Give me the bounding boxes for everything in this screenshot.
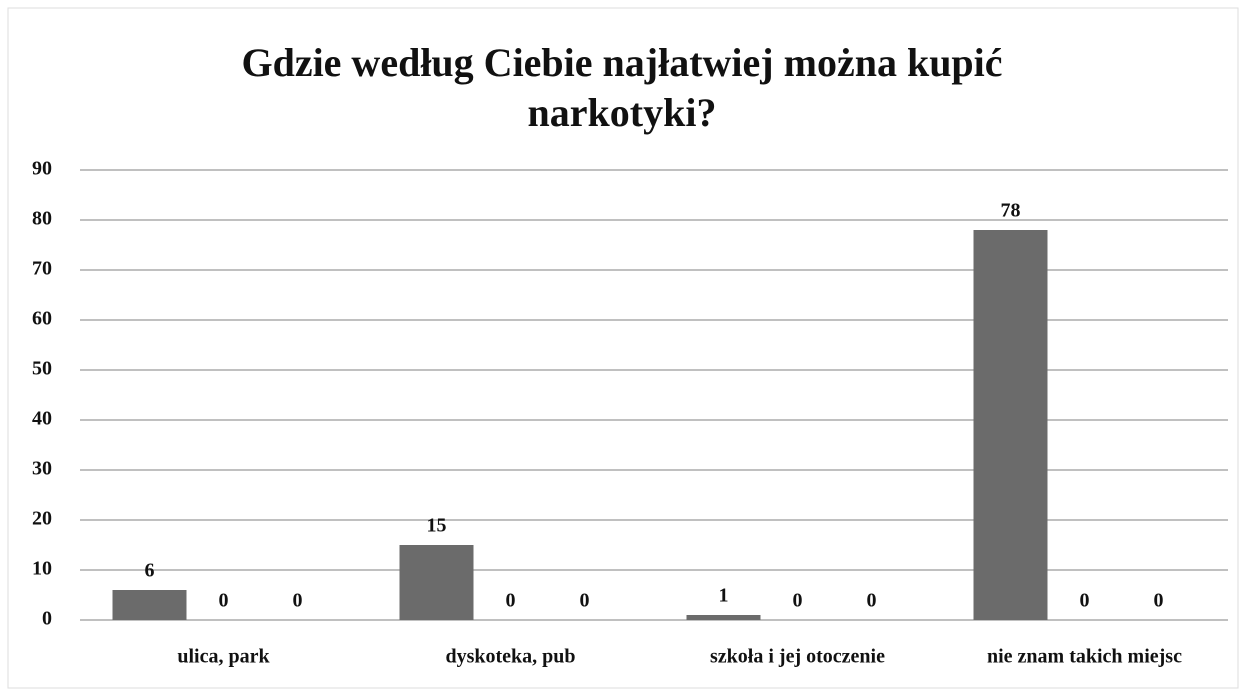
data-label: 0 xyxy=(506,590,516,612)
data-label: 6 xyxy=(145,560,155,582)
y-tick-label: 30 xyxy=(32,458,52,480)
y-tick-label: 80 xyxy=(32,208,52,230)
x-tick-label: ulica, park xyxy=(177,646,270,668)
y-tick-label: 10 xyxy=(32,558,52,580)
y-tick-label: 0 xyxy=(42,608,52,630)
bar xyxy=(399,545,474,620)
bar xyxy=(112,590,187,620)
y-tick-label: 70 xyxy=(32,258,52,280)
bar xyxy=(686,615,761,620)
data-label: 0 xyxy=(219,590,229,612)
data-label: 0 xyxy=(293,590,303,612)
data-label: 15 xyxy=(427,515,447,537)
y-tick-label: 60 xyxy=(32,308,52,330)
data-label: 78 xyxy=(1001,200,1021,222)
chart-title: Gdzie według Ciebie najłatwiej można kup… xyxy=(241,40,1003,135)
data-label: 1 xyxy=(719,585,729,607)
data-label: 0 xyxy=(580,590,590,612)
x-tick-label: szkoła i jej otoczenie xyxy=(710,646,885,668)
bar xyxy=(973,230,1048,620)
data-label: 0 xyxy=(1154,590,1164,612)
x-tick-label: nie znam takich miejsc xyxy=(987,646,1182,668)
data-label: 0 xyxy=(793,590,803,612)
y-tick-label: 90 xyxy=(32,158,52,180)
y-tick-label: 50 xyxy=(32,358,52,380)
x-tick-label: dyskoteka, pub xyxy=(445,646,575,668)
data-label: 0 xyxy=(867,590,877,612)
chart-border xyxy=(7,7,1239,689)
data-label: 0 xyxy=(1080,590,1090,612)
y-tick-label: 40 xyxy=(32,408,52,430)
y-tick-label: 20 xyxy=(32,508,52,530)
